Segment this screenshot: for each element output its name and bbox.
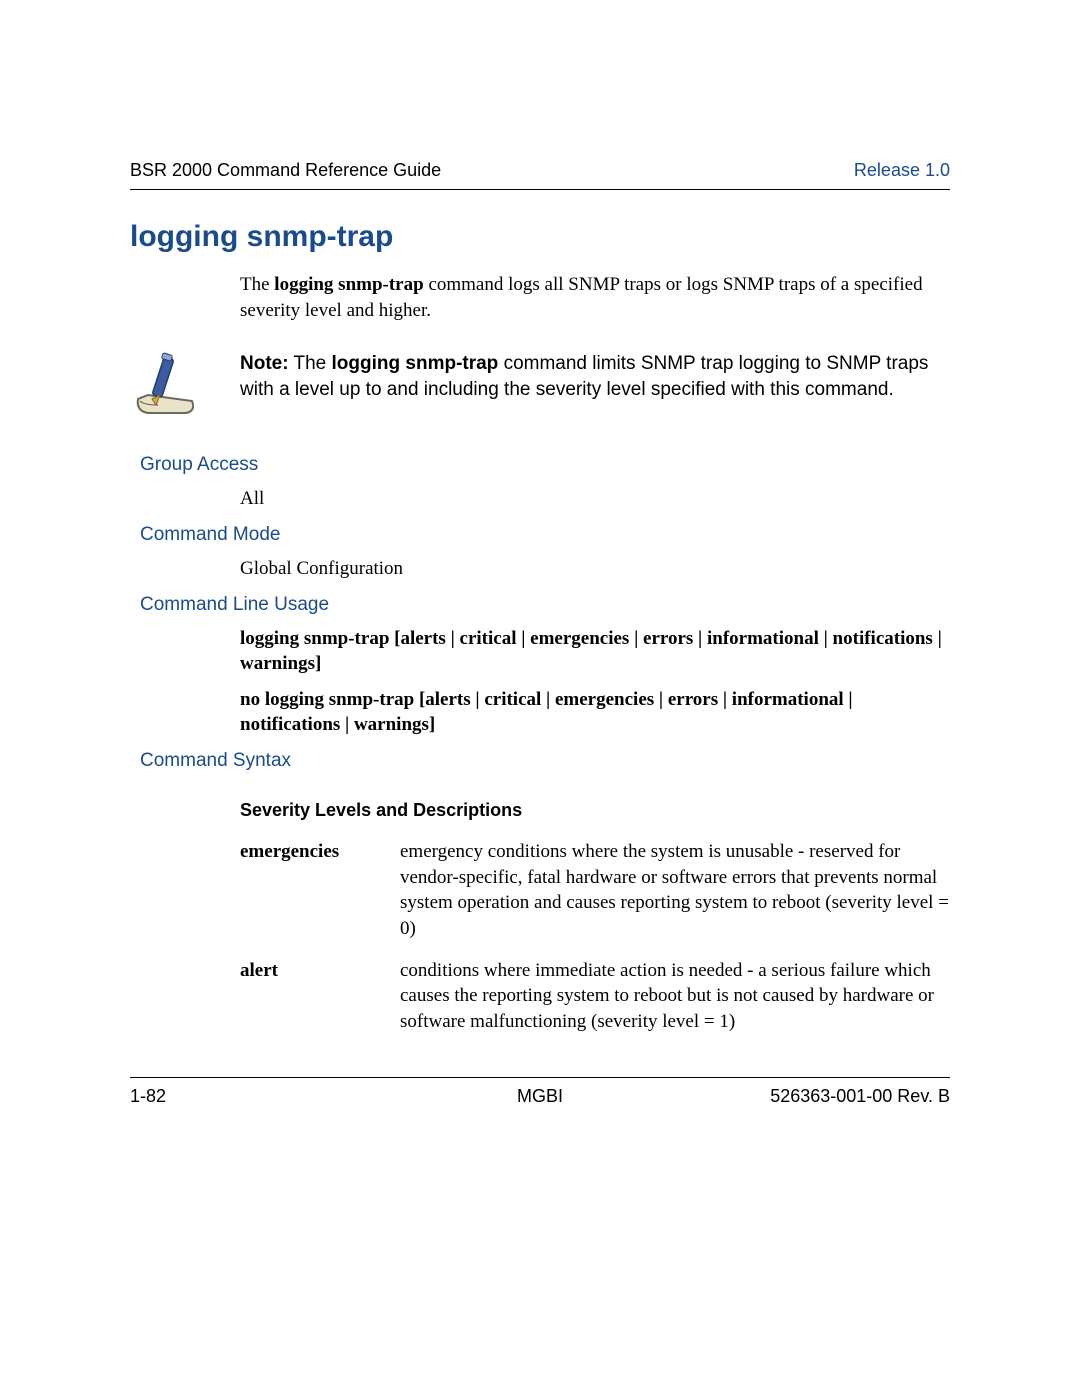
severity-desc: emergency conditions where the system is…	[400, 839, 950, 942]
severity-row: emergencies emergency conditions where t…	[240, 839, 950, 942]
page-header: BSR 2000 Command Reference Guide Release…	[130, 160, 950, 190]
intro-paragraph: The logging snmp-trap command logs all S…	[240, 272, 950, 323]
severity-term: alert	[240, 958, 400, 1035]
section-command-syntax-label: Command Syntax	[140, 750, 950, 772]
note-bold: logging snmp-trap	[332, 353, 499, 374]
footer-left: 1-82	[130, 1086, 166, 1107]
severity-term: emergencies	[240, 839, 400, 942]
header-left: BSR 2000 Command Reference Guide	[130, 160, 441, 181]
section-group-access-value: All	[240, 486, 950, 512]
note-block: Note: The logging snmp-trap command limi…	[130, 351, 950, 426]
note-icon-wrap	[130, 351, 240, 426]
severity-desc: conditions where immediate action is nee…	[400, 958, 950, 1035]
intro-prefix: The	[240, 274, 274, 295]
note-pen-icon	[130, 351, 200, 421]
page-footer: 1-82 MGBI 526363-001-00 Rev. B	[130, 1077, 950, 1107]
page-title: logging snmp-trap	[130, 220, 950, 254]
usage-line-1: logging snmp-trap [alerts | critical | e…	[240, 626, 950, 677]
note-label: Note:	[240, 353, 289, 374]
page-container: BSR 2000 Command Reference Guide Release…	[0, 0, 1080, 1397]
note-prefix: The	[289, 353, 332, 374]
footer-right: 526363-001-00 Rev. B	[770, 1086, 950, 1107]
section-command-line-usage-label: Command Line Usage	[140, 594, 950, 616]
header-right: Release 1.0	[854, 160, 950, 181]
intro-bold: logging snmp-trap	[274, 274, 423, 295]
usage-line-2: no logging snmp-trap [alerts | critical …	[240, 687, 950, 738]
section-group-access-label: Group Access	[140, 454, 950, 476]
section-command-line-usage-body: logging snmp-trap [alerts | critical | e…	[240, 626, 950, 739]
note-text: Note: The logging snmp-trap command limi…	[240, 351, 950, 402]
section-command-mode-label: Command Mode	[140, 524, 950, 546]
footer-center: MGBI	[517, 1086, 563, 1107]
severity-title: Severity Levels and Descriptions	[240, 800, 950, 821]
severity-row: alert conditions where immediate action …	[240, 958, 950, 1035]
section-command-mode-value: Global Configuration	[240, 556, 950, 582]
